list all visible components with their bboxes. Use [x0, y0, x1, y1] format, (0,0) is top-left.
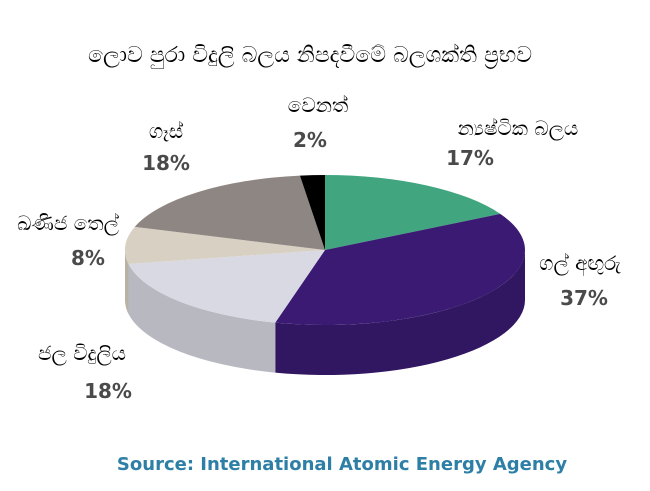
- chart-title: ලොව පුරා විදුලි බලය නිපදවීමේ බලශක්ති ප්‍…: [88, 43, 532, 69]
- slice-1-value-label: 37%: [560, 286, 608, 310]
- slice-1: [275, 213, 525, 325]
- slice-labels: න්‍යෂ්ටික බලය 17% ගල් අඟුරු 37% ජල විදුලිය 18…: [17, 93, 621, 403]
- pie-body: [125, 175, 525, 375]
- slice-2: [128, 250, 325, 323]
- slice-0-label: න්‍යෂ්ටික බලය: [458, 116, 579, 141]
- slice-5: [299, 175, 325, 250]
- source-note: Source: International Atomic Energy Agen…: [117, 454, 567, 475]
- slice-2-value-label: 18%: [84, 379, 132, 403]
- slice-3-label: ඛණිජ තෙල්: [17, 211, 119, 236]
- slice-2-side: [128, 264, 276, 373]
- slice-5-label: වෙනත්: [288, 93, 348, 117]
- slice-2-label: ජල විදුලිය: [38, 341, 126, 366]
- slice-1-label: ගල් අඟුරු: [539, 251, 621, 276]
- slice-0: [325, 175, 501, 250]
- slice-1-side: [275, 250, 525, 375]
- slice-3-value-label: 8%: [71, 246, 105, 270]
- slice-4-label: ගෑස්: [149, 119, 183, 143]
- slice-4-value-label: 18%: [142, 151, 190, 175]
- slice-3-side: [125, 250, 129, 315]
- slice-3: [125, 226, 325, 265]
- slice-5-value-label: 2%: [293, 128, 327, 152]
- slice-4: [134, 175, 325, 250]
- slice-0-value-label: 17%: [446, 146, 494, 170]
